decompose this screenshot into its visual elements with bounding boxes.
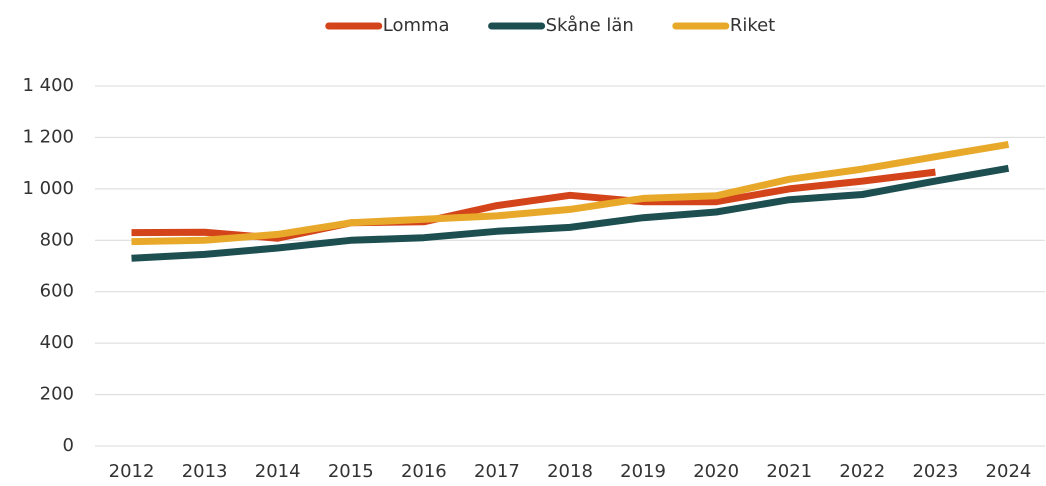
- x-tick-label: 2022: [839, 461, 885, 482]
- x-tick-label: 2013: [182, 461, 228, 482]
- x-tick-label: 2023: [912, 461, 958, 482]
- y-tick-label: 0: [63, 435, 74, 456]
- x-tick-label: 2018: [547, 461, 593, 482]
- x-tick-label: 2016: [401, 461, 447, 482]
- y-tick-label: 400: [40, 332, 74, 353]
- x-tick-label: 2024: [986, 461, 1032, 482]
- x-tick-label: 2017: [474, 461, 520, 482]
- x-tick-label: 2019: [620, 461, 666, 482]
- line-series: [131, 140, 1010, 246]
- y-tick-label: 1 400: [22, 75, 74, 96]
- y-tick-label: 200: [40, 384, 74, 405]
- x-tick-label: 2020: [693, 461, 739, 482]
- legend-label: Skåne län: [546, 15, 634, 36]
- x-tick-label: 2015: [328, 461, 374, 482]
- y-tick-label: 1 200: [22, 126, 74, 147]
- legend-label: Lomma: [383, 15, 450, 36]
- x-tick-label: 2012: [109, 461, 155, 482]
- line-series: [131, 164, 1010, 262]
- y-tick-label: 1 000: [22, 178, 74, 199]
- y-tick-label: 800: [40, 229, 74, 250]
- x-tick-label: 2021: [766, 461, 812, 482]
- x-tick-label: 2014: [255, 461, 301, 482]
- legend-label: Riket: [730, 15, 775, 36]
- y-tick-label: 600: [40, 281, 74, 302]
